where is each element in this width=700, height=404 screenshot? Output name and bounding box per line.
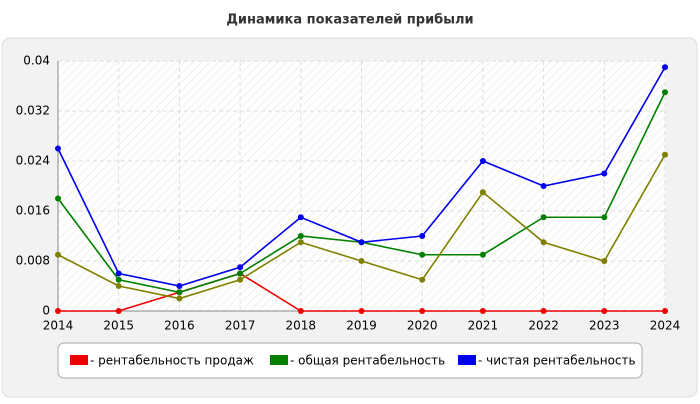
data-point <box>115 308 122 314</box>
data-point <box>297 239 304 246</box>
data-point <box>601 170 608 177</box>
data-point <box>419 276 426 283</box>
legend-swatch <box>458 355 476 365</box>
data-point <box>479 308 486 314</box>
data-point <box>237 270 244 277</box>
y-tick-label: 0.04 <box>23 54 50 68</box>
x-tick-label: 2020 <box>407 319 438 333</box>
data-point <box>297 308 304 314</box>
y-tick-label: 0.008 <box>16 254 50 268</box>
x-tick-label: 2015 <box>103 319 134 333</box>
legend-label: - чистая рентабельность <box>478 354 636 368</box>
data-point <box>601 308 608 314</box>
data-point <box>358 258 365 264</box>
data-point <box>479 251 486 258</box>
x-tick-label: 2024 <box>650 319 681 333</box>
data-point <box>540 308 547 314</box>
y-tick-label: 0 <box>42 304 50 318</box>
y-tick-label: 0.032 <box>16 104 50 118</box>
data-point <box>115 276 122 283</box>
x-tick-label: 2023 <box>589 319 620 333</box>
data-point <box>358 239 365 246</box>
data-point <box>55 251 61 258</box>
data-point <box>601 258 608 264</box>
x-tick-label: 2018 <box>286 319 317 333</box>
data-point <box>176 289 183 296</box>
data-point <box>662 89 668 96</box>
data-point <box>237 276 244 283</box>
data-point <box>540 183 547 189</box>
x-tick-label: 2014 <box>43 319 74 333</box>
data-point <box>662 151 668 158</box>
data-point <box>479 189 486 196</box>
chart-title: Динамика показателей прибыли <box>226 13 473 28</box>
data-point <box>540 214 547 221</box>
data-point <box>297 214 304 221</box>
x-tick-label: 2016 <box>164 319 195 333</box>
data-point <box>662 64 668 71</box>
data-point <box>601 214 608 221</box>
data-point <box>297 233 304 239</box>
data-point <box>540 239 547 246</box>
x-tick-label: 2019 <box>346 319 377 333</box>
data-point <box>115 270 122 277</box>
data-point <box>176 295 183 302</box>
data-point <box>55 308 61 314</box>
data-point <box>419 251 426 258</box>
data-point <box>662 308 668 314</box>
data-point <box>479 158 486 164</box>
data-point <box>237 264 244 271</box>
legend-swatch <box>70 355 88 365</box>
plot-area <box>58 61 665 311</box>
x-tick-label: 2021 <box>468 319 499 333</box>
data-point <box>358 308 365 314</box>
data-point <box>419 308 426 314</box>
x-tick-label: 2017 <box>225 319 256 333</box>
data-point <box>55 195 61 202</box>
y-tick-label: 0.016 <box>16 204 50 218</box>
legend <box>57 342 643 379</box>
data-point <box>55 145 61 152</box>
data-point <box>176 283 183 289</box>
y-tick-label: 0.024 <box>16 154 50 168</box>
legend-swatch <box>270 355 288 365</box>
legend-label: - общая рентабельность <box>290 354 445 368</box>
x-tick-label: 2022 <box>528 319 559 333</box>
data-point <box>115 283 122 289</box>
legend-label: - рентабельность продаж <box>90 354 254 368</box>
data-point <box>419 233 426 239</box>
